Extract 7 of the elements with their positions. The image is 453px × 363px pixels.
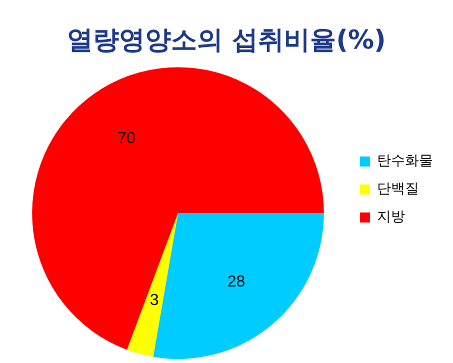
legend-label: 지방: [377, 209, 405, 226]
data-label: 28: [227, 274, 246, 291]
legend-label: 탄수화물: [377, 153, 433, 170]
data-label: 70: [118, 130, 136, 148]
data-label: 3: [150, 292, 159, 309]
legend-label: 단백질: [377, 181, 419, 198]
chart-title: 열량영양소의 섭취비율(%): [67, 25, 386, 56]
